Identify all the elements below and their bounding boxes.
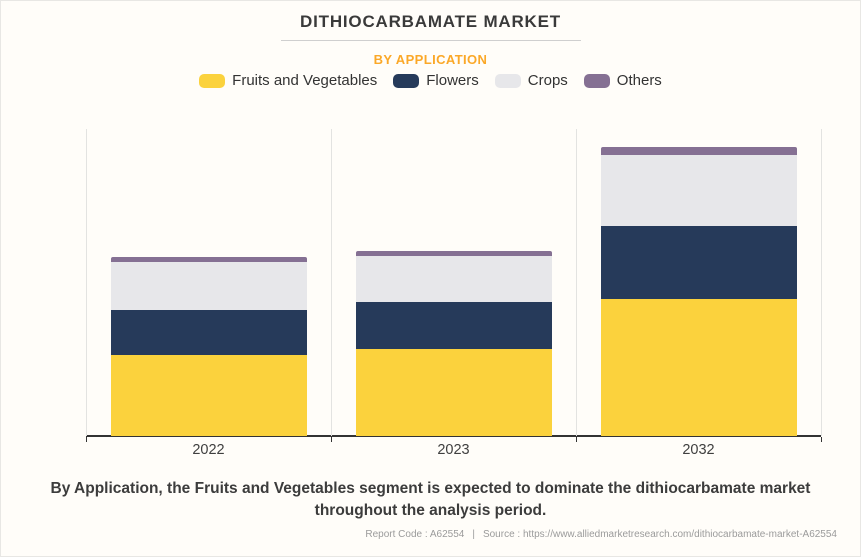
bar-segment-crops (600, 155, 797, 226)
axis-tick (86, 437, 87, 442)
bar-segment-fruits-and-vegetables (600, 299, 797, 436)
bar-segment-crops (355, 256, 552, 302)
x-axis-label-2022: 2022 (192, 442, 225, 458)
bar-segment-flowers (110, 310, 307, 355)
x-axis-labels: 2022 2023 2032 (86, 442, 821, 462)
legend-swatch-fruits-and-vegetables (199, 73, 226, 88)
bar-segment-others (600, 147, 797, 155)
plot-area (86, 129, 822, 442)
gridline (821, 129, 822, 436)
title-divider (281, 40, 581, 41)
chart-title: DITHIOCARBAMATE MARKET (300, 12, 561, 31)
report-footer: Report Code : A62554 | Source : https://… (365, 529, 837, 540)
legend-label: Flowers (426, 72, 479, 89)
legend-swatch-flowers (393, 73, 420, 88)
axis-tick (576, 437, 577, 442)
legend-item-fruits-and-vegetables[interactable]: Fruits and Vegetables (199, 72, 377, 89)
gridline (576, 129, 577, 436)
bar-segment-fruits-and-vegetables (110, 355, 307, 436)
bar-segment-fruits-and-vegetables (355, 349, 552, 436)
bar-segment-others (110, 257, 307, 262)
bar-2023 (355, 251, 552, 436)
legend-item-others[interactable]: Others (583, 72, 662, 89)
chart-subtitle: BY APPLICATION (373, 52, 488, 67)
x-axis-line (86, 435, 821, 437)
legend-label: Crops (527, 72, 568, 89)
axis-tick (821, 437, 822, 442)
legend-item-crops[interactable]: Crops (494, 72, 568, 89)
footer-separator: | (472, 529, 475, 540)
legend-label: Others (616, 72, 662, 89)
chart-description: By Application, the Fruits and Vegetable… (50, 480, 811, 519)
x-axis-label-2023: 2023 (437, 442, 470, 458)
gridline (86, 129, 87, 436)
x-axis-label-2032: 2032 (682, 442, 715, 458)
legend-label: Fruits and Vegetables (232, 72, 378, 89)
bar-segment-crops (110, 262, 307, 310)
bar-segment-flowers (600, 226, 797, 299)
legend-swatch-others (583, 73, 610, 88)
report-code: Report Code : A62554 (365, 529, 465, 540)
legend-item-flowers[interactable]: Flowers (393, 72, 479, 89)
gridline (331, 129, 332, 436)
legend: Fruits and Vegetables Flowers Crops Others (1, 72, 860, 89)
bar-2022 (110, 257, 307, 436)
bar-segment-others (355, 251, 552, 256)
legend-swatch-crops (494, 73, 521, 88)
axis-tick (331, 437, 332, 442)
source-link[interactable]: Source : https://www.alliedmarketresearc… (482, 529, 837, 540)
bar-2032 (600, 147, 797, 436)
bar-segment-flowers (355, 302, 552, 349)
